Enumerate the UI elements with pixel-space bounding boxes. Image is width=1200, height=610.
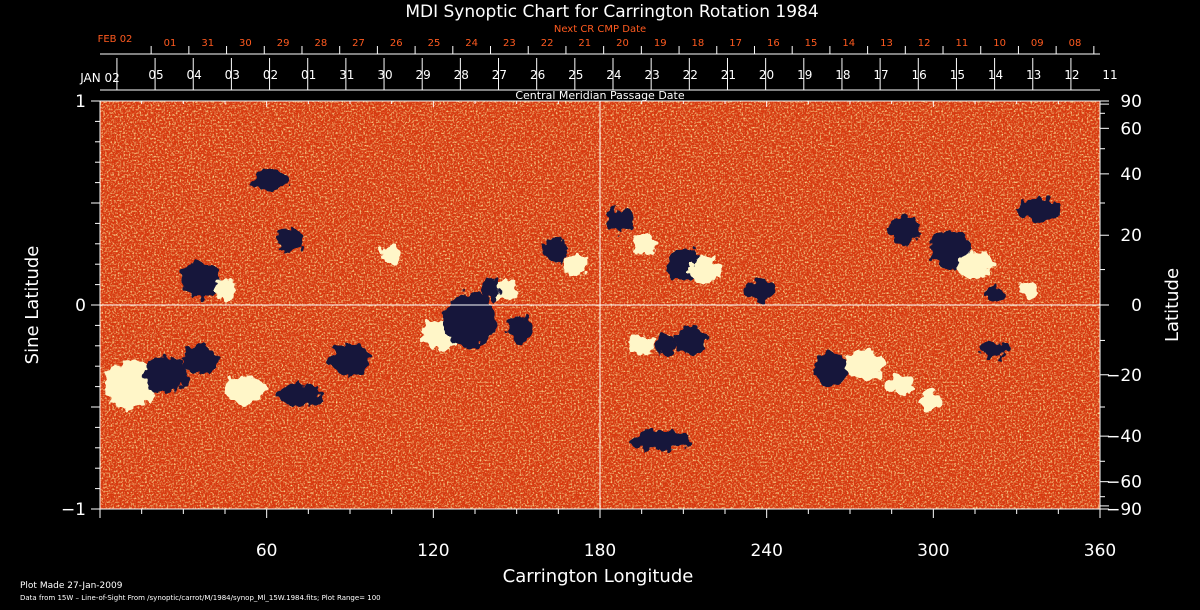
next-cmp-date-label: 14: [842, 38, 855, 49]
cmp-date-label: 02: [263, 68, 278, 82]
cmp-date-label: 26: [530, 68, 545, 82]
next-cmp-date-label: 10: [993, 38, 1006, 49]
y-right-tick-label: −20: [1106, 366, 1142, 386]
y-left-tick-label: 1: [75, 92, 86, 112]
cmp-start-label: JAN 02: [79, 71, 120, 85]
x-axis-label: Carrington Longitude: [503, 566, 694, 587]
x-tick-label: 60: [256, 541, 278, 561]
y-right-tick-label: 40: [1120, 165, 1142, 185]
next-cmp-date-label: 08: [1069, 38, 1082, 49]
cmp-date-axis: JAN 02 05 04 03 02 01 31 30 29 28 27 26 25 24 23 22 21 2…: [79, 58, 1118, 102]
next-cmp-date-label: 13: [880, 38, 893, 49]
y-axis-left: 1 0 −1: [61, 92, 100, 520]
next-cmp-date-label: 22: [541, 38, 554, 49]
y-right-tick-label: −90: [1106, 500, 1142, 520]
next-cmp-date-label: 15: [805, 38, 818, 49]
y-right-tick-label: −60: [1106, 473, 1142, 493]
next-cmp-date-label: 26: [390, 38, 403, 49]
next-cmp-axis-title: Next CR CMP Date: [554, 24, 646, 35]
cmp-date-label: 16: [912, 68, 927, 82]
next-cmp-date-label: 12: [918, 38, 931, 49]
cmp-date-label: 01: [301, 68, 316, 82]
next-cmp-date-label: 09: [1031, 38, 1044, 49]
next-cmp-date-label: 27: [352, 38, 365, 49]
next-cmp-date-label: 11: [956, 38, 969, 49]
y-right-tick-label: −40: [1106, 427, 1142, 447]
y-left-tick-label: −1: [61, 500, 86, 520]
next-cmp-date-label: 25: [428, 38, 441, 49]
x-tick-label: 360: [1084, 541, 1116, 561]
cmp-date-label: 04: [187, 68, 202, 82]
cmp-axis-title: Central Meridian Passage Date: [515, 89, 684, 102]
cmp-date-label: 31: [339, 68, 354, 82]
chart-title: MDI Synoptic Chart for Carrington Rotati…: [405, 2, 818, 22]
cmp-date-label: 30: [377, 68, 392, 82]
x-axis: 60 120 180 240 300 360: [99, 101, 1116, 561]
y-left-tick-label: 0: [75, 296, 86, 316]
cmp-date-label: 14: [988, 68, 1003, 82]
plot-made-note: Plot Made 27-Jan-2009: [20, 581, 123, 591]
cmp-date-label: 05: [148, 68, 163, 82]
cmp-date-label: 22: [683, 68, 698, 82]
next-cmp-date-label: 29: [277, 38, 290, 49]
next-cmp-date-label: 24: [465, 38, 478, 49]
next-cmp-date-label: 18: [692, 38, 705, 49]
cmp-date-label: 17: [873, 68, 888, 82]
active-regions: [104, 170, 1062, 450]
cmp-date-label: 25: [568, 68, 583, 82]
y-right-tick-label: 60: [1120, 119, 1142, 139]
cmp-date-label: 21: [721, 68, 736, 82]
data-source-note: Data from 15W – Line-of-Sight From /syno…: [20, 594, 381, 602]
cmp-date-label: 18: [835, 68, 850, 82]
next-cmp-date-label: 19: [654, 38, 667, 49]
next-cmp-date-label: 01: [164, 38, 177, 49]
next-cmp-date-label: 31: [201, 38, 214, 49]
y-axis-right-label: Latitude: [1162, 268, 1183, 342]
x-tick-label: 300: [917, 541, 949, 561]
cmp-date-label: 23: [644, 68, 659, 82]
cmp-date-label: 29: [415, 68, 430, 82]
y-axis-right: 90 60 40 20 0 −20 −40 −60 −90: [1100, 92, 1142, 520]
next-cmp-date-label: 21: [578, 38, 591, 49]
cmp-date-label: 27: [492, 68, 507, 82]
next-cmp-date-label: 23: [503, 38, 516, 49]
cmp-date-label: 11: [1102, 68, 1117, 82]
cmp-date-label: 12: [1064, 68, 1079, 82]
y-right-tick-label: 20: [1120, 226, 1142, 246]
y-axis-left-label: Sine Latitude: [22, 246, 43, 365]
next-cmp-date-axis: Next CR CMP Date FEB 02 01 31 30 29 28 27 26 25…: [98, 24, 1100, 55]
cmp-date-label: 19: [797, 68, 812, 82]
x-tick-label: 180: [584, 541, 616, 561]
x-tick-label: 240: [750, 541, 782, 561]
cmp-date-label: 03: [225, 68, 240, 82]
y-right-tick-label: 90: [1120, 92, 1142, 112]
next-cmp-date-label: 17: [729, 38, 742, 49]
cmp-date-label: 13: [1026, 68, 1041, 82]
cmp-date-label: 24: [606, 68, 621, 82]
cmp-date-label: 20: [759, 68, 774, 82]
cmp-date-label: 15: [950, 68, 965, 82]
next-cmp-date-label: 16: [767, 38, 780, 49]
next-cmp-date-label: 20: [616, 38, 629, 49]
next-cmp-date-label: 28: [314, 38, 327, 49]
next-cmp-start-label: FEB 02: [98, 34, 133, 45]
x-tick-label: 120: [417, 541, 449, 561]
y-right-tick-label: 0: [1131, 296, 1142, 316]
cmp-date-label: 28: [454, 68, 469, 82]
next-cmp-date-label: 30: [239, 38, 252, 49]
